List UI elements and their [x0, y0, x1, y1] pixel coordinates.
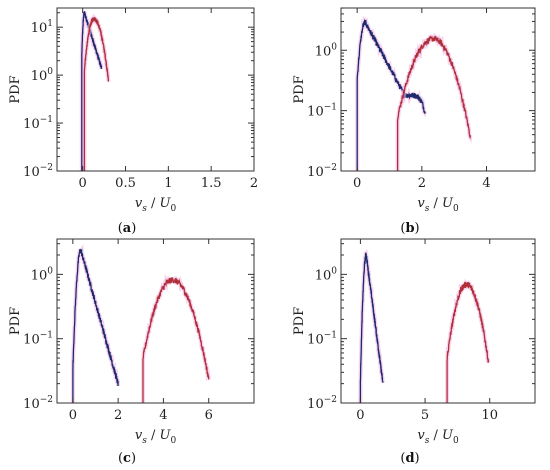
x-tick-label: 0.5: [115, 176, 136, 191]
x-tick-label: 0: [353, 176, 361, 191]
x-tick-label: 4: [482, 176, 490, 191]
x-tick-label: 1: [164, 176, 172, 191]
y-tick-label: 10−1: [23, 331, 53, 348]
panel-d: 0 5 10 10−2 10−1 100 PDF vs / U0 (d): [292, 238, 536, 466]
y-axis-label: PDF: [292, 75, 307, 103]
y-tick-label: 10−2: [23, 163, 53, 180]
subplot-label: (a): [118, 221, 137, 236]
series-line-d-1: [446, 281, 490, 403]
series-line-a-1: [83, 16, 110, 171]
series-glow-b-1: [395, 32, 473, 171]
series-line-c-0: [72, 248, 119, 403]
series-glow-d-1: [445, 278, 491, 403]
subplot-label: (c): [118, 451, 136, 466]
series-line-c-1: [142, 277, 210, 403]
series-glow-c-1: [141, 273, 211, 403]
x-tick-label: 0: [79, 176, 87, 191]
y-tick-label: 10−2: [23, 395, 53, 412]
y-axis-label: PDF: [292, 307, 307, 335]
panel-a: 0 0.5 1 1.5 2 10−2 10−1 100 101 PDF vs / U0 (a): [8, 7, 258, 236]
x-tick-label: 0: [69, 408, 77, 423]
y-tick-label: 10−2: [307, 395, 337, 412]
y-tick-label: 10−1: [307, 103, 337, 120]
panel-b: 0 2 4 10−2 10−1 100 PDF vs / U0 (b): [292, 7, 536, 236]
series-glow-c-0: [70, 244, 121, 403]
subplot-label: (b): [400, 221, 419, 236]
x-axis-label: vs / U0: [417, 196, 459, 214]
y-axis-label: PDF: [8, 75, 23, 103]
y-tick-label: 10−1: [23, 115, 53, 132]
y-tick-label: 100: [31, 266, 54, 283]
plot-frame-c: [56, 238, 255, 404]
series-line-d-0: [359, 251, 384, 403]
plot-frame-b: [340, 7, 536, 172]
x-tick-label: 2: [114, 408, 122, 423]
series-line-a-0: [81, 11, 103, 171]
x-tick-label: 2: [250, 176, 258, 191]
y-tick-label: 10−1: [307, 331, 337, 348]
x-axis-label: vs / U0: [135, 428, 177, 446]
x-tick-label: 10: [481, 408, 498, 423]
x-axis-label: vs / U0: [417, 428, 459, 446]
x-tick-label: 2: [418, 176, 426, 191]
y-tick-label: 100: [315, 266, 338, 283]
x-tick-label: 4: [159, 408, 167, 423]
y-tick-label: 10−2: [307, 163, 337, 180]
x-tick-label: 0: [356, 408, 364, 423]
x-tick-label: 5: [421, 408, 429, 423]
panel-c: 0 2 4 6 10−2 10−1 100 PDF vs / U0 (c): [8, 238, 255, 466]
x-axis-label: vs / U0: [135, 196, 177, 214]
x-tick-label: 6: [205, 408, 213, 423]
series-line-b-0: [356, 18, 426, 171]
x-tick-label: 1.5: [201, 176, 222, 191]
y-tick-label: 100: [315, 42, 338, 59]
y-tick-label: 100: [31, 67, 54, 84]
series-line-b-1: [396, 35, 471, 171]
plot-frame-d: [340, 238, 536, 404]
y-tick-label: 101: [31, 19, 53, 36]
y-axis-label: PDF: [8, 307, 23, 335]
subplot-label: (d): [400, 451, 419, 466]
